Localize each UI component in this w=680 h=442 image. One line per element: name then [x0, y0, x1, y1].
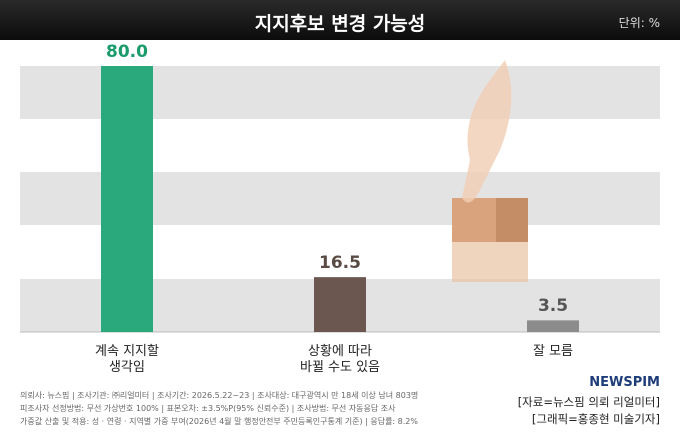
footnote: 가중값 산출 및 적용: 성 · 연령 · 지역별 가중 부여(2026년 4월…: [20, 417, 418, 426]
bar: [101, 66, 153, 332]
chart: [20, 60, 660, 333]
x-tick-label: 잘 모름: [532, 344, 573, 359]
footnote: 의뢰사: 뉴스핌 | 조사기관: ㈜리얼미터 | 조사기간: 2026.5.22…: [20, 391, 419, 400]
x-tick-label: 상황에 따라 바뀔 수도 있음: [299, 344, 381, 375]
bar: [527, 320, 579, 332]
footnote: 피조사자 선정방법: 무선 가상번호 100% | 표본오차: ±3.5%P(9…: [20, 404, 396, 413]
source: [자료=뉴스핌 의뢰 리얼미터]: [517, 395, 660, 409]
value-label: 80.0: [106, 42, 148, 62]
logo: NEWSPIM: [589, 375, 660, 390]
source: [그래픽=홍종현 미술기자]: [531, 412, 660, 426]
value-label: 3.5: [537, 296, 569, 317]
unit-label: 단위: %: [618, 16, 660, 30]
value-label: 16.5: [319, 253, 361, 274]
chart-title: 지지후보 변경 가능성: [254, 13, 426, 35]
x-tick-label: 계속 지지할 생각임: [95, 344, 159, 375]
bar: [314, 277, 366, 332]
header-bar: [0, 0, 680, 40]
blocks-illustration: [452, 60, 528, 282]
